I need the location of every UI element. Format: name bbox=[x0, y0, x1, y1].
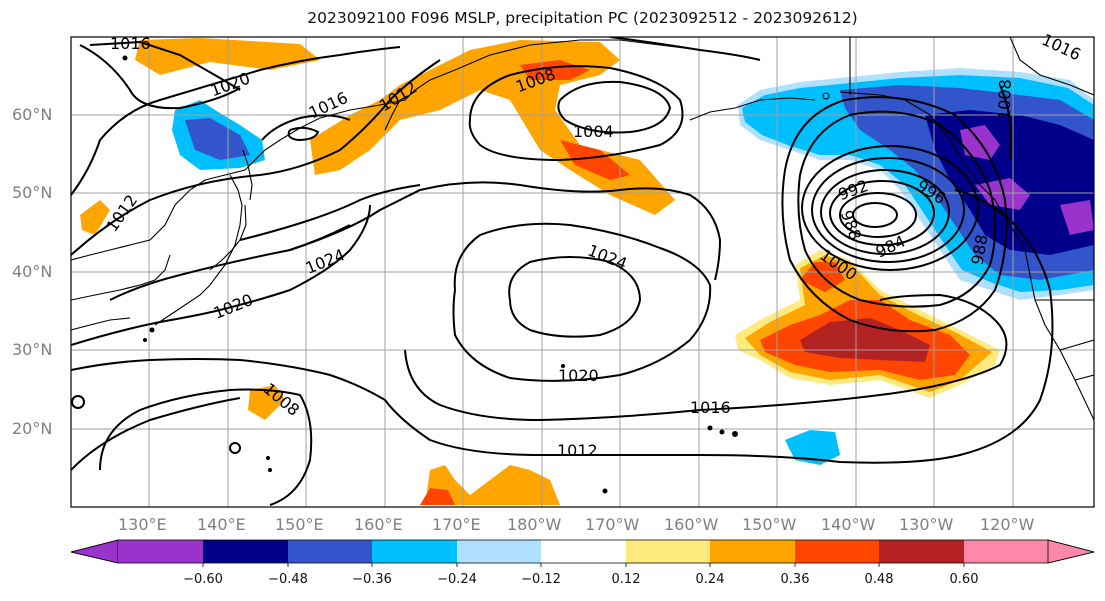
lon-label: 170°E bbox=[432, 515, 481, 534]
lon-label: 170°W bbox=[585, 515, 640, 534]
lat-label: 30°N bbox=[12, 340, 53, 359]
lon-label: 140°E bbox=[197, 515, 246, 534]
lon-label: 130°E bbox=[118, 515, 167, 534]
contour-label: 1012 bbox=[557, 441, 598, 460]
map-title: 2023092100 F096 MSLP, precipitation PC (… bbox=[307, 9, 858, 27]
colorbar-tick-label: 0.36 bbox=[780, 572, 810, 587]
contour-label: 1004 bbox=[573, 122, 614, 141]
precip-positive-fields bbox=[80, 38, 1000, 505]
colorbar-tick-label: 0.12 bbox=[611, 572, 641, 587]
colorbar-tick-label: 0.48 bbox=[864, 572, 894, 587]
colorbar-tick-label: −0.36 bbox=[352, 572, 392, 587]
map-border bbox=[70, 36, 1095, 508]
contour-label: 1008 bbox=[994, 79, 1014, 120]
lon-label: 160°E bbox=[354, 515, 403, 534]
lon-label: 160°W bbox=[664, 515, 719, 534]
colorbar-tick-label: −0.48 bbox=[268, 572, 308, 587]
contour-label: 1016 bbox=[690, 398, 731, 417]
lon-label: 180°W bbox=[507, 515, 562, 534]
colorbar-extend-low bbox=[70, 539, 119, 564]
lon-label: 140°W bbox=[821, 515, 876, 534]
lon-label: 150°W bbox=[742, 515, 797, 534]
cyclone-isobars bbox=[781, 84, 1013, 333]
lat-label: 20°N bbox=[12, 419, 53, 438]
colorbar-tick-label: −0.60 bbox=[183, 572, 223, 587]
lat-label: 60°N bbox=[12, 105, 53, 124]
contour-label: 1020 bbox=[558, 366, 599, 385]
colorbar-tick-label: 0.60 bbox=[949, 572, 979, 587]
lon-label: 130°W bbox=[899, 515, 954, 534]
colorbar bbox=[70, 539, 1095, 567]
lon-label: 150°E bbox=[275, 515, 324, 534]
lat-label: 50°N bbox=[12, 183, 53, 202]
colorbar-tick-label: −0.24 bbox=[437, 572, 477, 587]
colorbar-tick-label: 0.24 bbox=[695, 572, 725, 587]
coastlines bbox=[71, 37, 1094, 421]
lat-label: 40°N bbox=[12, 262, 53, 281]
lon-label: 120°W bbox=[980, 515, 1035, 534]
contour-label: 1016 bbox=[110, 34, 151, 53]
isobars bbox=[71, 37, 1054, 506]
colorbar-tick-label: −0.12 bbox=[521, 572, 561, 587]
colorbar-extend-high bbox=[1047, 539, 1095, 564]
islands bbox=[71, 55, 830, 494]
